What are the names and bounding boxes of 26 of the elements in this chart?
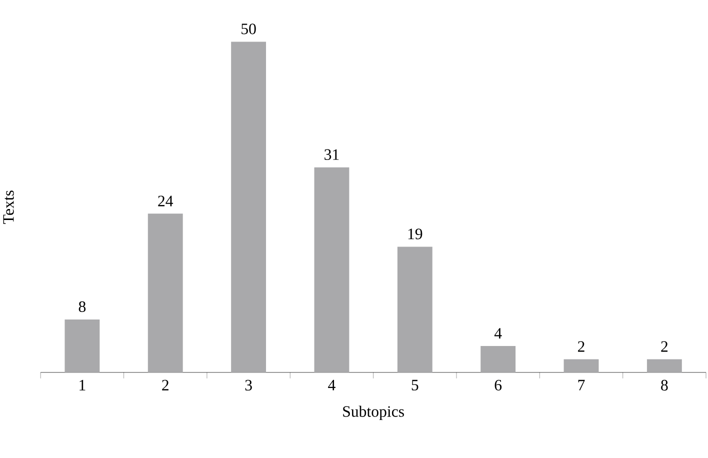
x-tick-label: 8 [661, 380, 668, 391]
x-tick-label: 6 [494, 380, 502, 391]
bar [148, 214, 183, 372]
bar [564, 359, 599, 372]
data-label: 8 [78, 301, 86, 312]
x-tick-label: 3 [245, 380, 252, 391]
y-axis-title: Texts [3, 190, 14, 224]
bar [397, 246, 432, 372]
x-axis-title: Subtopics [343, 406, 404, 420]
data-label: 4 [494, 328, 502, 339]
data-label: 2 [578, 341, 584, 352]
bar [314, 167, 350, 372]
data-label: 31 [324, 149, 339, 160]
x-tick-label: 5 [412, 380, 418, 390]
data-label: 50 [242, 24, 256, 34]
bar [480, 346, 516, 372]
data-label: 24 [158, 196, 174, 206]
bar [646, 359, 682, 372]
bar [64, 320, 100, 372]
x-tick-label: 1 [80, 380, 86, 390]
x-tick-label: 7 [578, 380, 585, 390]
x-tick-label: 2 [162, 380, 168, 390]
data-label: 19 [408, 228, 422, 240]
data-label: 2 [661, 341, 668, 352]
x-tick-label: 4 [328, 380, 336, 390]
bar [231, 42, 266, 372]
